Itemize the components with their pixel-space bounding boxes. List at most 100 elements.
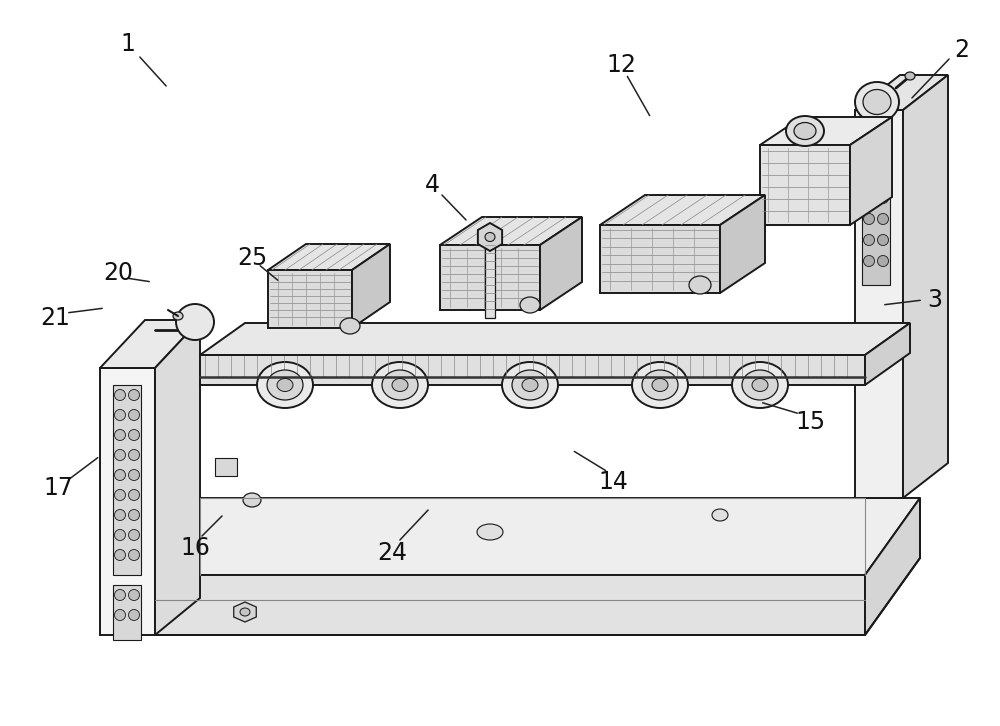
Ellipse shape: [128, 590, 140, 600]
Ellipse shape: [128, 489, 140, 500]
Ellipse shape: [502, 362, 558, 408]
Polygon shape: [200, 323, 910, 355]
Ellipse shape: [114, 510, 126, 521]
Ellipse shape: [114, 590, 126, 600]
Polygon shape: [903, 75, 948, 498]
Polygon shape: [440, 245, 540, 310]
Ellipse shape: [128, 430, 140, 441]
Ellipse shape: [642, 370, 678, 400]
Ellipse shape: [520, 297, 540, 313]
Ellipse shape: [114, 430, 126, 441]
Polygon shape: [760, 117, 892, 145]
Text: 25: 25: [237, 246, 267, 270]
Ellipse shape: [240, 608, 250, 616]
Ellipse shape: [864, 192, 874, 203]
Ellipse shape: [864, 256, 874, 266]
Ellipse shape: [267, 370, 303, 400]
Ellipse shape: [128, 529, 140, 540]
Text: 21: 21: [40, 306, 70, 330]
Polygon shape: [155, 498, 920, 575]
Ellipse shape: [712, 509, 728, 521]
Ellipse shape: [128, 610, 140, 621]
Ellipse shape: [243, 493, 261, 507]
Text: 14: 14: [598, 470, 628, 494]
Ellipse shape: [864, 234, 874, 245]
Ellipse shape: [485, 232, 495, 242]
Text: 15: 15: [795, 410, 825, 434]
Ellipse shape: [794, 123, 816, 139]
Polygon shape: [268, 270, 352, 328]
Ellipse shape: [257, 362, 313, 408]
Text: 20: 20: [103, 261, 133, 285]
Ellipse shape: [128, 510, 140, 521]
Ellipse shape: [855, 82, 899, 122]
Polygon shape: [600, 195, 765, 225]
Polygon shape: [485, 245, 495, 318]
Polygon shape: [155, 320, 200, 635]
Ellipse shape: [905, 72, 915, 80]
Polygon shape: [478, 223, 502, 251]
Ellipse shape: [128, 390, 140, 401]
Text: 16: 16: [180, 536, 210, 560]
Polygon shape: [352, 244, 390, 328]
Ellipse shape: [277, 378, 293, 391]
Ellipse shape: [878, 256, 889, 266]
Ellipse shape: [114, 409, 126, 420]
Polygon shape: [855, 75, 948, 110]
Polygon shape: [760, 145, 850, 225]
Polygon shape: [600, 225, 720, 293]
Polygon shape: [155, 575, 865, 635]
Polygon shape: [100, 320, 200, 368]
Ellipse shape: [632, 362, 688, 408]
Text: 4: 4: [424, 173, 440, 197]
Ellipse shape: [477, 524, 503, 540]
Text: 12: 12: [606, 53, 636, 77]
Ellipse shape: [128, 550, 140, 560]
Ellipse shape: [372, 362, 428, 408]
Polygon shape: [540, 217, 582, 310]
Polygon shape: [865, 323, 910, 385]
Ellipse shape: [114, 449, 126, 460]
Ellipse shape: [382, 370, 418, 400]
Ellipse shape: [786, 116, 824, 146]
Polygon shape: [113, 385, 141, 575]
Ellipse shape: [114, 390, 126, 401]
Ellipse shape: [114, 550, 126, 560]
Ellipse shape: [128, 449, 140, 460]
Ellipse shape: [522, 378, 538, 391]
Ellipse shape: [878, 192, 889, 203]
Text: 24: 24: [377, 541, 407, 565]
Polygon shape: [200, 355, 865, 385]
Ellipse shape: [114, 529, 126, 540]
Polygon shape: [860, 330, 886, 360]
Ellipse shape: [878, 171, 889, 182]
Ellipse shape: [689, 276, 711, 294]
Ellipse shape: [732, 362, 788, 408]
Polygon shape: [215, 458, 237, 476]
Polygon shape: [855, 110, 903, 498]
Polygon shape: [234, 602, 256, 622]
Ellipse shape: [173, 312, 183, 320]
Polygon shape: [720, 195, 765, 293]
Ellipse shape: [176, 304, 214, 340]
Ellipse shape: [878, 213, 889, 224]
Text: 3: 3: [928, 288, 942, 312]
Ellipse shape: [114, 610, 126, 621]
Ellipse shape: [864, 213, 874, 224]
Text: 1: 1: [121, 32, 135, 56]
Ellipse shape: [863, 89, 891, 115]
Polygon shape: [865, 498, 920, 635]
Polygon shape: [862, 165, 890, 285]
Ellipse shape: [752, 378, 768, 391]
Ellipse shape: [128, 409, 140, 420]
Ellipse shape: [878, 234, 889, 245]
Text: 17: 17: [43, 476, 73, 500]
Polygon shape: [850, 117, 892, 225]
Ellipse shape: [128, 470, 140, 481]
Ellipse shape: [512, 370, 548, 400]
Polygon shape: [100, 368, 155, 635]
Ellipse shape: [652, 378, 668, 391]
Polygon shape: [268, 244, 390, 270]
Ellipse shape: [392, 378, 408, 391]
Ellipse shape: [114, 470, 126, 481]
